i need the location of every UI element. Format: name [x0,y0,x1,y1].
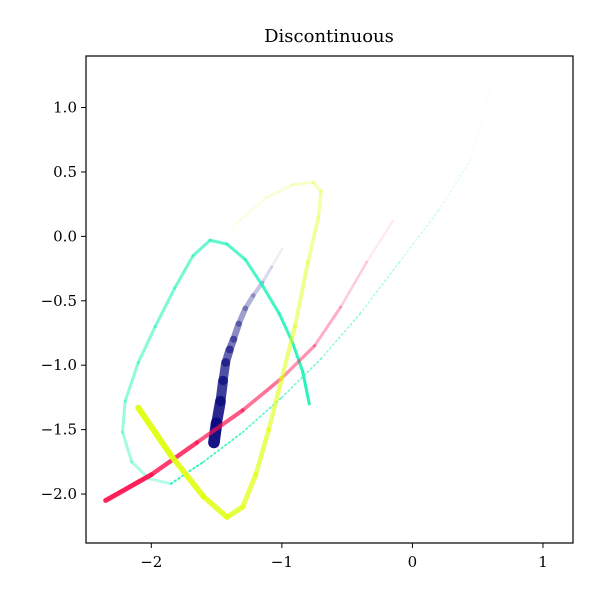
series-3-segment [398,209,440,263]
series-5 [135,180,323,520]
series-5-segment [200,493,230,520]
series-5-segment [311,180,323,193]
series-1-segment [235,305,249,327]
series-4-segment [280,344,317,380]
series-5-segment [292,260,310,329]
series-2-segment [123,361,140,403]
series-1-segment [242,293,256,311]
y-tick-label: −0.5 [41,292,77,310]
series-3-segment [437,158,472,212]
series-4-segment [365,219,394,264]
series-1-segment [230,320,243,343]
series-5-segment [253,427,272,478]
series-5-segment [290,180,315,187]
y-tick-label: 1.0 [53,99,77,117]
x-tick-label: −2 [140,553,162,571]
series-5-segment [264,183,294,200]
y-tick-label: 0.5 [53,163,77,181]
y-tick-label: −1.0 [41,356,77,374]
series-2-segment [121,399,127,434]
chart-title: Discontinuous [264,26,394,47]
plot-frame [85,55,574,544]
series-5-segment [316,189,323,219]
series-2-segment [136,325,157,365]
series-4-segment [240,376,284,413]
x-tick-label: 1 [538,553,548,571]
series-1-segment [225,335,238,354]
series-3-segment [359,261,401,315]
series-3-segment [202,431,244,463]
series-3-segment [241,396,283,434]
series-2-segment [260,283,281,316]
x-tick-label: −1 [271,553,293,571]
series-3-segment [320,312,361,360]
series-4-segment [339,260,368,309]
series-5-segment [266,375,285,432]
series-4-segment [103,472,154,503]
series-2-segment [243,258,264,287]
series-4-segment [313,305,343,348]
series-5-segment [168,452,207,500]
axis-layer: −2 −1 0 1 1.0 0.5 0.0 −0.5 −1.0 −1.5 −2.0 [41,99,548,571]
y-tick-label: 0.0 [53,227,77,245]
series-2-segment [208,238,229,246]
series-2-segment [121,430,134,464]
series-5-segment [234,196,268,225]
series-5-segment [224,504,246,520]
series-2-segment [301,370,311,406]
series-2-segment [153,286,177,329]
series-5-segment [228,222,238,238]
series-3-segment [470,87,492,160]
series-5-segment [306,215,321,264]
series-2-segment [191,238,212,258]
series-1-segment [270,248,284,269]
series-2 [121,238,311,486]
y-tick-label: −2.0 [41,485,77,503]
series-2-segment [173,254,195,290]
series-1 [208,248,284,449]
series-layer [103,87,492,520]
series-2-segment [225,242,247,262]
series-4-segment [194,408,245,445]
series-2-segment [147,477,173,486]
series-2-segment [290,340,305,374]
series-5-segment [240,472,259,510]
series-1-segment [260,265,274,285]
series-3-segment [281,357,322,399]
x-tick-label: 0 [408,553,418,571]
y-tick-label: −1.5 [41,421,77,439]
series-5-segment [135,404,174,459]
series-5-segment [279,324,297,381]
